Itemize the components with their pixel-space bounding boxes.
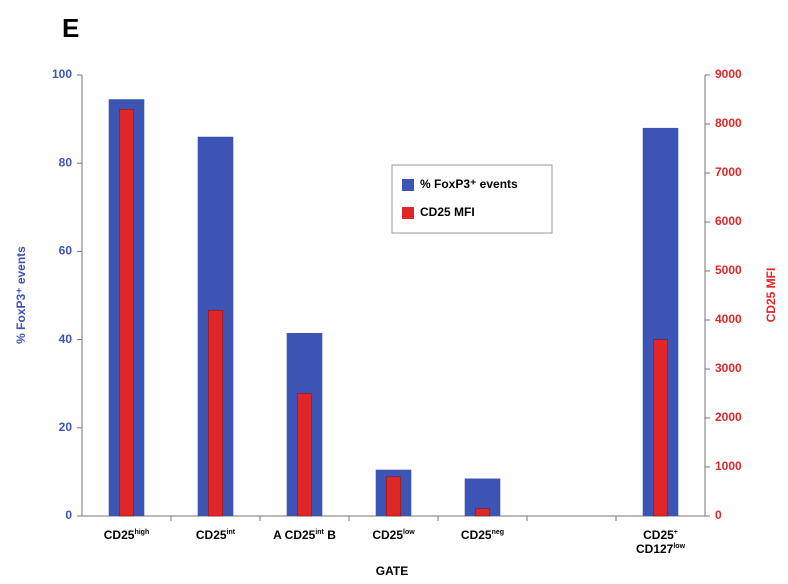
x-tick-label: CD25+ [643, 528, 678, 542]
label-part: CD25 [372, 528, 403, 542]
y-axis-title: % FoxP3⁺ events [14, 246, 28, 344]
y2-axis-title: CD25 MFI [764, 268, 778, 323]
x-tick-label: CD25low [372, 528, 415, 542]
x-axis-title: GATE [376, 564, 408, 578]
x-tick-label: CD25int [196, 528, 236, 542]
y-tick-label: 60 [59, 244, 73, 258]
label-part: CD25 [643, 528, 674, 542]
x-tick-label: CD25high [104, 528, 149, 542]
legend-box [391, 164, 553, 234]
legend-swatch [402, 179, 414, 191]
y-tick-label: 80 [59, 155, 73, 169]
superscript: low [403, 529, 415, 536]
superscript: int [227, 529, 236, 536]
legend-label: % FoxP3⁺ events [420, 177, 518, 191]
y2-tick-label: 7000 [715, 165, 742, 179]
superscript: high [134, 529, 149, 536]
y2-tick-label: 1000 [715, 459, 742, 473]
bar [119, 109, 134, 517]
legend-swatch [402, 207, 414, 219]
y-tick-label: 0 [65, 508, 72, 522]
bar [475, 508, 490, 517]
bar [208, 309, 223, 517]
x-tick-label: A CD25int B [273, 528, 336, 542]
superscript: neg [492, 529, 504, 536]
superscript: int [315, 529, 324, 536]
y-tick-label: 100 [52, 67, 72, 81]
label-part: B [324, 528, 336, 542]
y-tick-label: 20 [59, 420, 73, 434]
y2-tick-label: 6000 [715, 214, 742, 228]
x-tick-label: CD25neg [461, 528, 504, 542]
label-part: A CD25 [273, 528, 316, 542]
y2-tick-label: 5000 [715, 263, 742, 277]
label-part: CD25 [104, 528, 135, 542]
y2-tick-label: 4000 [715, 312, 742, 326]
y2-tick-label: 3000 [715, 361, 742, 375]
y2-tick-label: 0 [715, 508, 722, 522]
superscript: + [674, 529, 678, 536]
y2-tick-label: 2000 [715, 410, 742, 424]
x-tick-label: CD127low [636, 542, 686, 556]
bar [386, 476, 401, 517]
label-part: CD127 [636, 542, 674, 556]
label-part: CD25 [196, 528, 227, 542]
legend-label: CD25 MFI [420, 205, 475, 219]
y2-tick-label: 8000 [715, 116, 742, 130]
y-tick-label: 40 [59, 332, 73, 346]
bar [297, 393, 312, 517]
y2-tick-label: 9000 [715, 67, 742, 81]
superscript: low [673, 543, 685, 550]
bar [653, 339, 668, 517]
panel-label: E [62, 13, 79, 43]
label-part: CD25 [461, 528, 492, 542]
